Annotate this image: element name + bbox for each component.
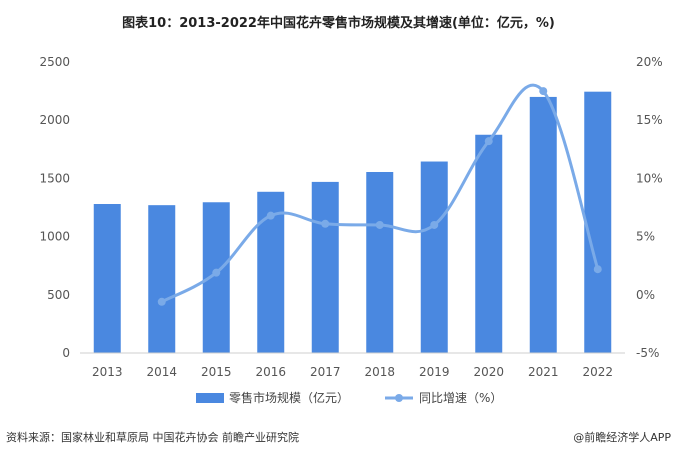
right-tick-label: 20% (636, 55, 663, 69)
x-tick-label: 2013 (92, 365, 123, 379)
growth-point-2021 (539, 87, 548, 96)
bar-2014 (148, 205, 176, 353)
x-tick-label: 2019 (419, 365, 450, 379)
bar-2021 (529, 96, 557, 354)
growth-point-2015 (212, 268, 221, 277)
bar-2013 (93, 204, 121, 353)
x-tick-label: 2016 (255, 365, 286, 379)
x-tick-label: 2022 (582, 365, 613, 379)
chart-title: 图表10：2013-2022年中国花卉零售市场规模及其增速(单位：亿元，%) (122, 16, 555, 31)
source-note: 资料来源：国家林业和草原局 中国花卉协会 前瞻产业研究院 (6, 431, 299, 444)
growth-point-2017 (321, 219, 330, 228)
brand-credit: @前瞻经济学人APP (573, 431, 671, 444)
x-axis: 2013 2014 2015 2016 2017 2018 2019 2020 2021 2022 (92, 365, 613, 379)
left-tick-label: 1000 (39, 230, 70, 244)
bar-2019 (420, 161, 448, 353)
left-tick-label: 0 (62, 346, 70, 360)
left-tick-label: 1500 (39, 171, 70, 185)
bar-series (93, 91, 612, 354)
growth-point-2020 (484, 137, 493, 146)
x-tick-label: 2015 (201, 365, 232, 379)
right-tick-label: 10% (636, 171, 663, 185)
x-tick-label: 2020 (473, 365, 504, 379)
x-tick-label: 2017 (310, 365, 341, 379)
bar-2017 (311, 181, 339, 353)
x-tick-label: 2018 (364, 365, 395, 379)
growth-point-2018 (375, 220, 384, 229)
growth-point-2014 (157, 297, 166, 306)
right-tick-label: 15% (636, 113, 663, 127)
right-axis: -5% 0% 5% 10% 15% 20% (636, 55, 663, 360)
left-tick-label: 2500 (39, 55, 70, 69)
footer: 资料来源：国家林业和草原局 中国花卉协会 前瞻产业研究院 @前瞻经济学人APP (6, 429, 671, 447)
left-tick-label: 2000 (39, 113, 70, 127)
left-tick-label: 500 (47, 288, 70, 302)
bar-2020 (475, 134, 503, 353)
right-tick-label: 5% (636, 230, 655, 244)
growth-point-2019 (430, 220, 439, 229)
right-tick-label: 0% (636, 288, 655, 302)
legend-bar-swatch (196, 393, 224, 403)
x-tick-label: 2021 (528, 365, 559, 379)
line-series (157, 83, 602, 306)
legend-line-label: 同比增速（%） (419, 391, 502, 405)
bar-2022 (584, 91, 612, 353)
legend: 零售市场规模（亿元） 同比增速（%） (196, 390, 502, 405)
right-tick-label: -5% (636, 346, 659, 360)
x-tick-label: 2014 (146, 365, 177, 379)
legend-line-marker (395, 394, 403, 402)
left-axis: 0 500 1000 1500 2000 2500 (39, 55, 70, 360)
growth-point-2022 (593, 265, 602, 274)
legend-bar-label: 零售市场规模（亿元） (229, 390, 349, 405)
bar-2018 (366, 171, 394, 353)
growth-point-2016 (266, 211, 275, 220)
